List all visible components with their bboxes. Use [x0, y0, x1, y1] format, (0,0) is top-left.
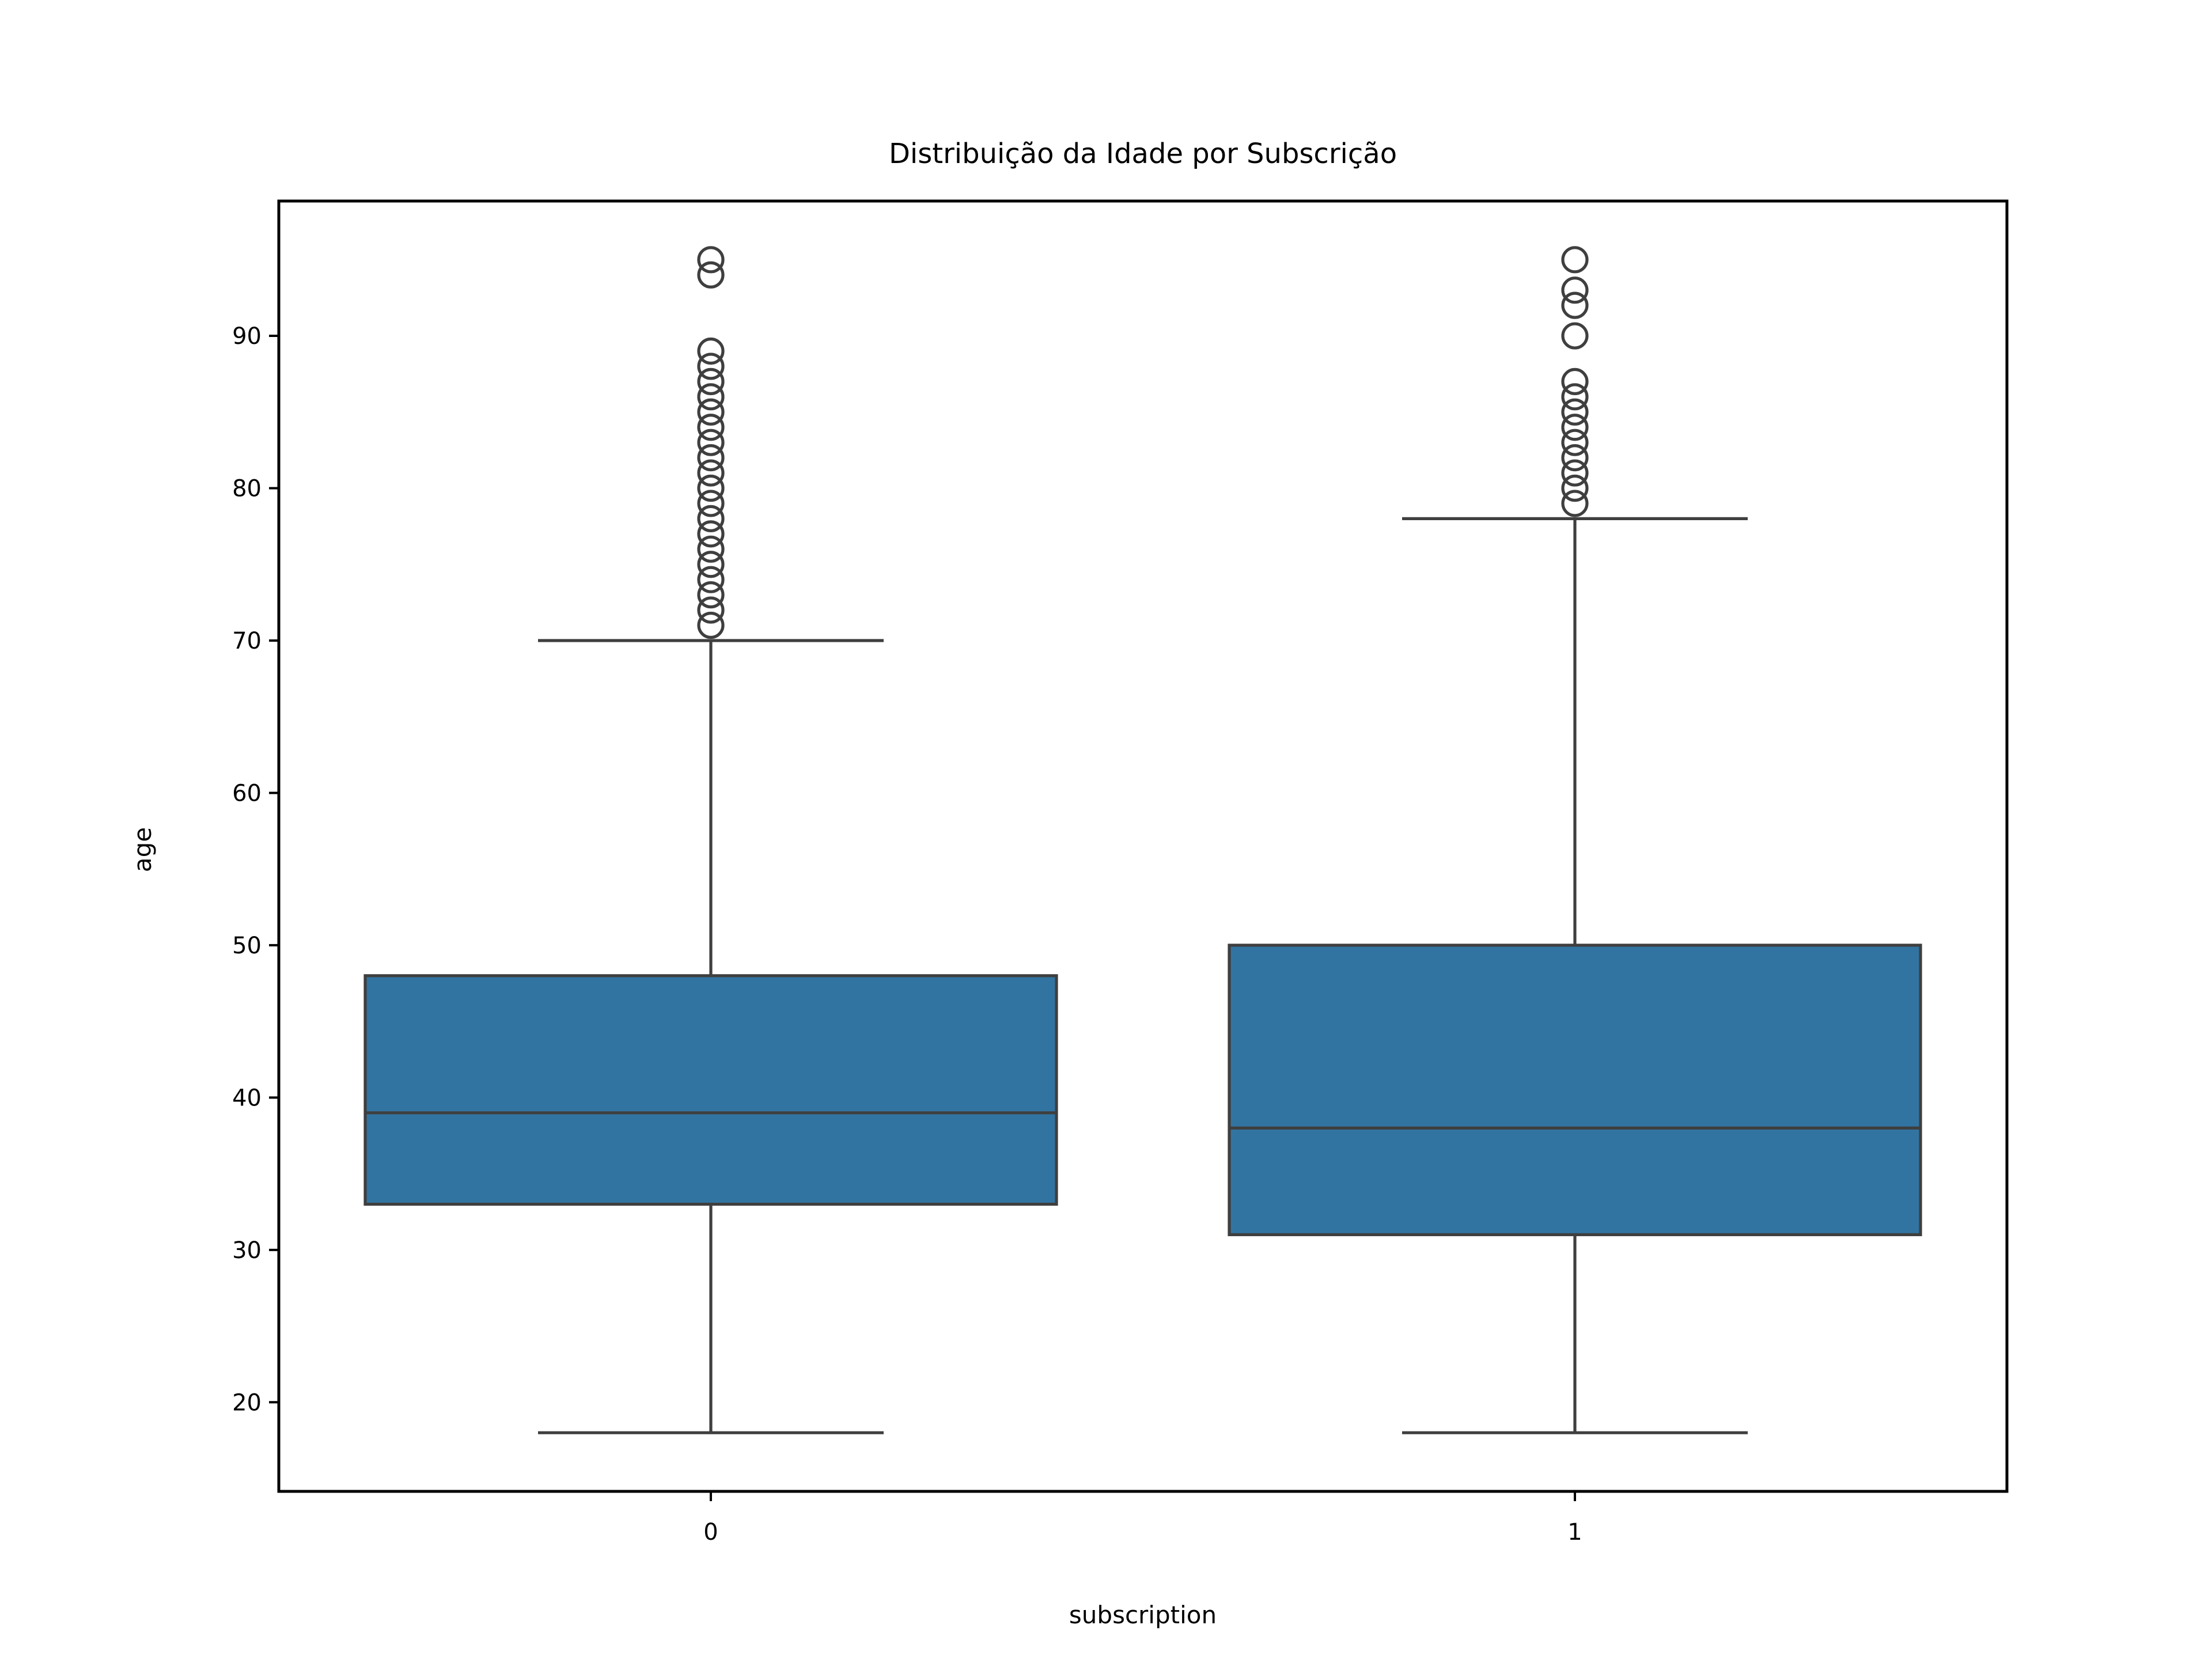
outlier-point — [1561, 291, 1589, 319]
x-tick-label: 1 — [1567, 1519, 1582, 1546]
outlier-point — [697, 566, 725, 593]
outlier-point — [1561, 276, 1589, 304]
outlier-point — [697, 459, 725, 487]
outlier-point — [1561, 474, 1589, 502]
y-tick-label: 90 — [232, 323, 262, 350]
outlier-point — [697, 353, 725, 380]
outlier-point — [697, 535, 725, 563]
outlier-point — [697, 246, 725, 274]
outlier-point — [1561, 322, 1589, 350]
plot-frame — [277, 199, 2009, 1493]
y-tick-label: 30 — [232, 1237, 262, 1264]
plot-area — [363, 246, 1922, 1434]
outlier-point — [1561, 398, 1589, 426]
box-group-0 — [363, 246, 1058, 1434]
outlier-point — [697, 505, 725, 533]
outlier-point — [697, 261, 725, 289]
outlier-point — [697, 368, 725, 395]
outlier-point — [697, 429, 725, 456]
outlier-point — [697, 581, 725, 609]
outlier-point — [1561, 490, 1589, 517]
y-tick-label: 50 — [232, 933, 262, 959]
box-group-1 — [1228, 246, 1922, 1434]
y-tick-label: 70 — [232, 628, 262, 654]
outlier-point — [1561, 429, 1589, 456]
outlier-point — [697, 414, 725, 441]
outlier-point — [697, 383, 725, 411]
outlier-point — [1561, 246, 1589, 274]
outlier-point — [697, 490, 725, 517]
y-tick-label: 40 — [232, 1085, 262, 1111]
outlier-point — [1561, 368, 1589, 395]
outlier-point — [697, 444, 725, 472]
outlier-point — [1561, 444, 1589, 472]
y-axis-label: age — [128, 827, 157, 872]
outlier-point — [1561, 414, 1589, 441]
outlier-point — [697, 596, 725, 624]
y-tick-label: 60 — [232, 780, 262, 806]
outlier-point — [697, 611, 725, 639]
outlier-point — [697, 398, 725, 426]
x-tick-label: 0 — [703, 1519, 718, 1546]
y-tick-label: 80 — [232, 476, 262, 502]
outlier-point — [1561, 383, 1589, 411]
iqr-box — [1228, 944, 1922, 1236]
outlier-point — [697, 520, 725, 548]
x-axis-label: subscription — [1069, 1601, 1217, 1629]
outlier-point — [697, 551, 725, 578]
axes: 20 30 40 50 60 70 80 90 0 1 — [232, 199, 2009, 1546]
outlier-point — [697, 337, 725, 365]
outlier-point — [697, 474, 725, 502]
y-tick-label: 20 — [232, 1389, 262, 1416]
outlier-point — [1561, 459, 1589, 487]
iqr-box — [363, 974, 1058, 1206]
chart-title: Distribuição da Idade por Subscrição — [889, 138, 1397, 170]
